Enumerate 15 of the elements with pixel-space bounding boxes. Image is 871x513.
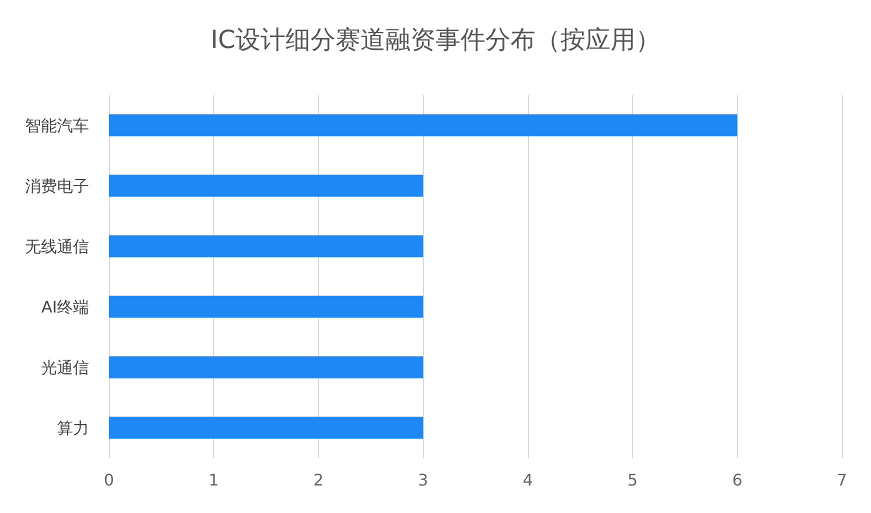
x-tick-label: 7 — [836, 470, 848, 490]
chart-title: IC设计细分赛道融资事件分布（按应用） — [210, 25, 660, 54]
x-tick-label: 5 — [627, 470, 638, 490]
x-tick-label: 3 — [418, 470, 428, 490]
y-tick-label: 消费电子 — [25, 176, 89, 196]
y-tick-label: 光通信 — [41, 358, 89, 377]
x-tick-label: 0 — [104, 470, 114, 490]
x-tick-label: 1 — [208, 470, 219, 490]
y-tick-label: 智能汽车 — [25, 116, 89, 135]
y-tick-label: 无线通信 — [25, 236, 89, 256]
x-tick-label: 4 — [522, 470, 533, 490]
y-tick-label: 算力 — [57, 418, 89, 438]
x-tick-label: 6 — [732, 470, 742, 490]
y-tick-label: AI终端 — [41, 297, 89, 316]
x-tick-label: 2 — [313, 470, 324, 490]
